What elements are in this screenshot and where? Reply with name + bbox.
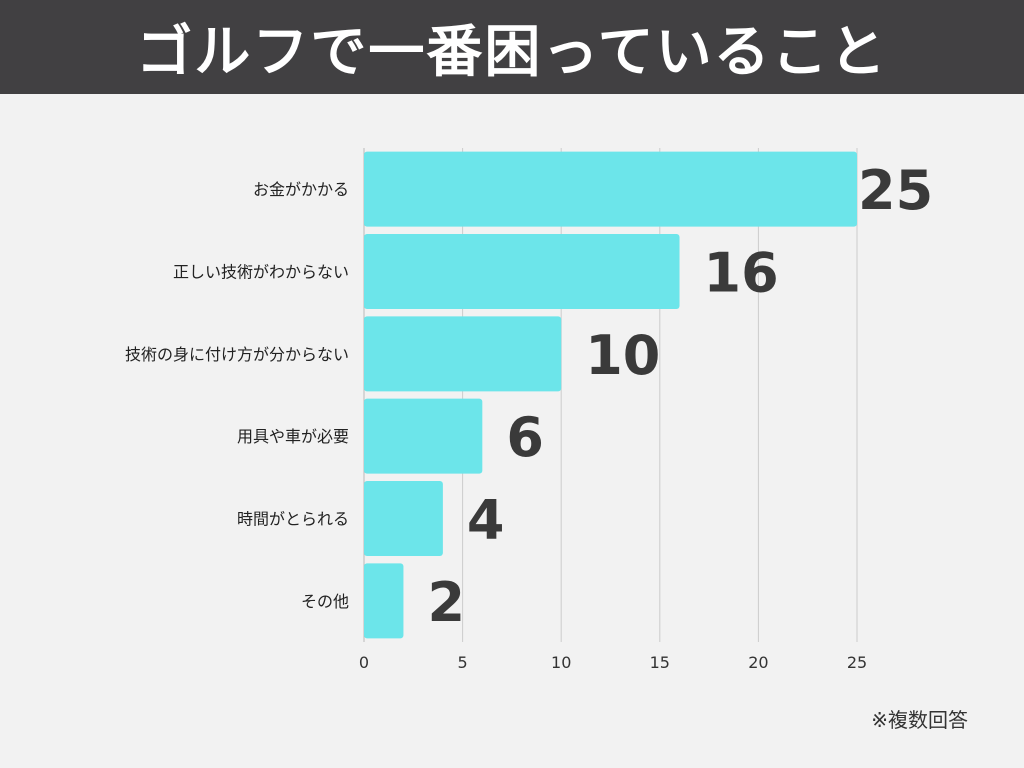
category-label: 正しい技術がわからない xyxy=(173,263,349,282)
category-label: 用具や車が必要 xyxy=(237,427,349,446)
bar xyxy=(364,563,404,639)
x-tick-label: 15 xyxy=(650,653,670,672)
x-tick-label: 25 xyxy=(847,653,867,672)
value-label: 6 xyxy=(506,406,544,469)
bar xyxy=(364,316,562,392)
bar xyxy=(364,151,857,227)
x-tick-label: 0 xyxy=(359,653,369,672)
category-label: お金がかかる xyxy=(253,180,349,199)
category-label: 技術の身に付け方が分からない xyxy=(125,345,349,364)
value-label: 4 xyxy=(467,489,505,552)
value-label: 16 xyxy=(704,242,779,305)
bar xyxy=(364,234,680,309)
x-tick-label: 20 xyxy=(748,653,768,672)
footnote: ※複数回答 xyxy=(871,708,968,732)
category-label: その他 xyxy=(301,592,349,611)
header-bar: ゴルフで一番困っていること xyxy=(0,0,1024,94)
page-title: ゴルフで一番困っていること xyxy=(136,19,888,85)
value-label: 10 xyxy=(585,324,660,387)
bar xyxy=(364,398,483,474)
bar xyxy=(364,481,443,556)
category-label: 時間がとられる xyxy=(237,510,349,529)
value-label: 25 xyxy=(858,159,933,222)
x-tick-label: 5 xyxy=(458,653,468,672)
x-tick-label: 10 xyxy=(551,653,571,672)
value-label: 2 xyxy=(427,571,465,634)
